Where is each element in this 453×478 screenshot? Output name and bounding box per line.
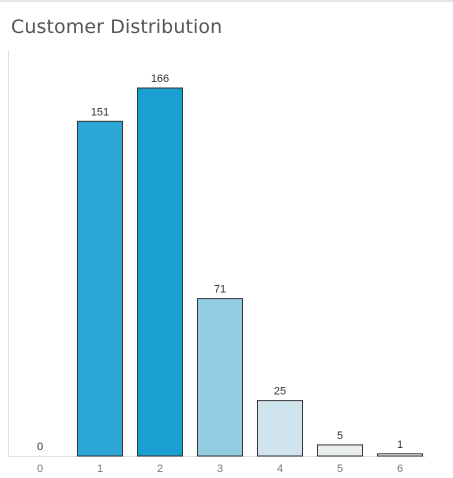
bars-group (77, 87, 423, 457)
bar-4 (257, 400, 303, 457)
top-border (0, 0, 453, 2)
x-tick-label-1: 1 (97, 463, 103, 475)
data-label-3: 71 (214, 284, 226, 296)
data-label-1: 151 (91, 106, 109, 118)
bar-5 (317, 444, 363, 457)
data-labels-group: 0 151 166 71 25 5 1 (37, 73, 403, 453)
data-label-2: 166 (151, 73, 169, 85)
data-label-6: 1 (397, 439, 403, 451)
x-tick-label-2: 2 (157, 463, 163, 475)
x-tick-label-3: 3 (217, 463, 223, 475)
bar-3 (197, 298, 243, 457)
x-tick-label-6: 6 (397, 463, 403, 475)
x-tick-label-5: 5 (337, 463, 343, 475)
data-label-5: 5 (337, 430, 343, 442)
bar-2 (137, 87, 183, 457)
x-tick-labels-group: 0 1 2 3 4 5 6 (37, 463, 403, 475)
data-label-4: 25 (274, 386, 286, 398)
x-tick-label-4: 4 (277, 463, 283, 475)
chart-title: Customer Distribution (11, 16, 223, 38)
bar-1 (77, 120, 123, 457)
x-tick-label-0: 0 (37, 463, 43, 475)
bar-6 (377, 453, 423, 457)
data-label-0: 0 (37, 441, 43, 453)
